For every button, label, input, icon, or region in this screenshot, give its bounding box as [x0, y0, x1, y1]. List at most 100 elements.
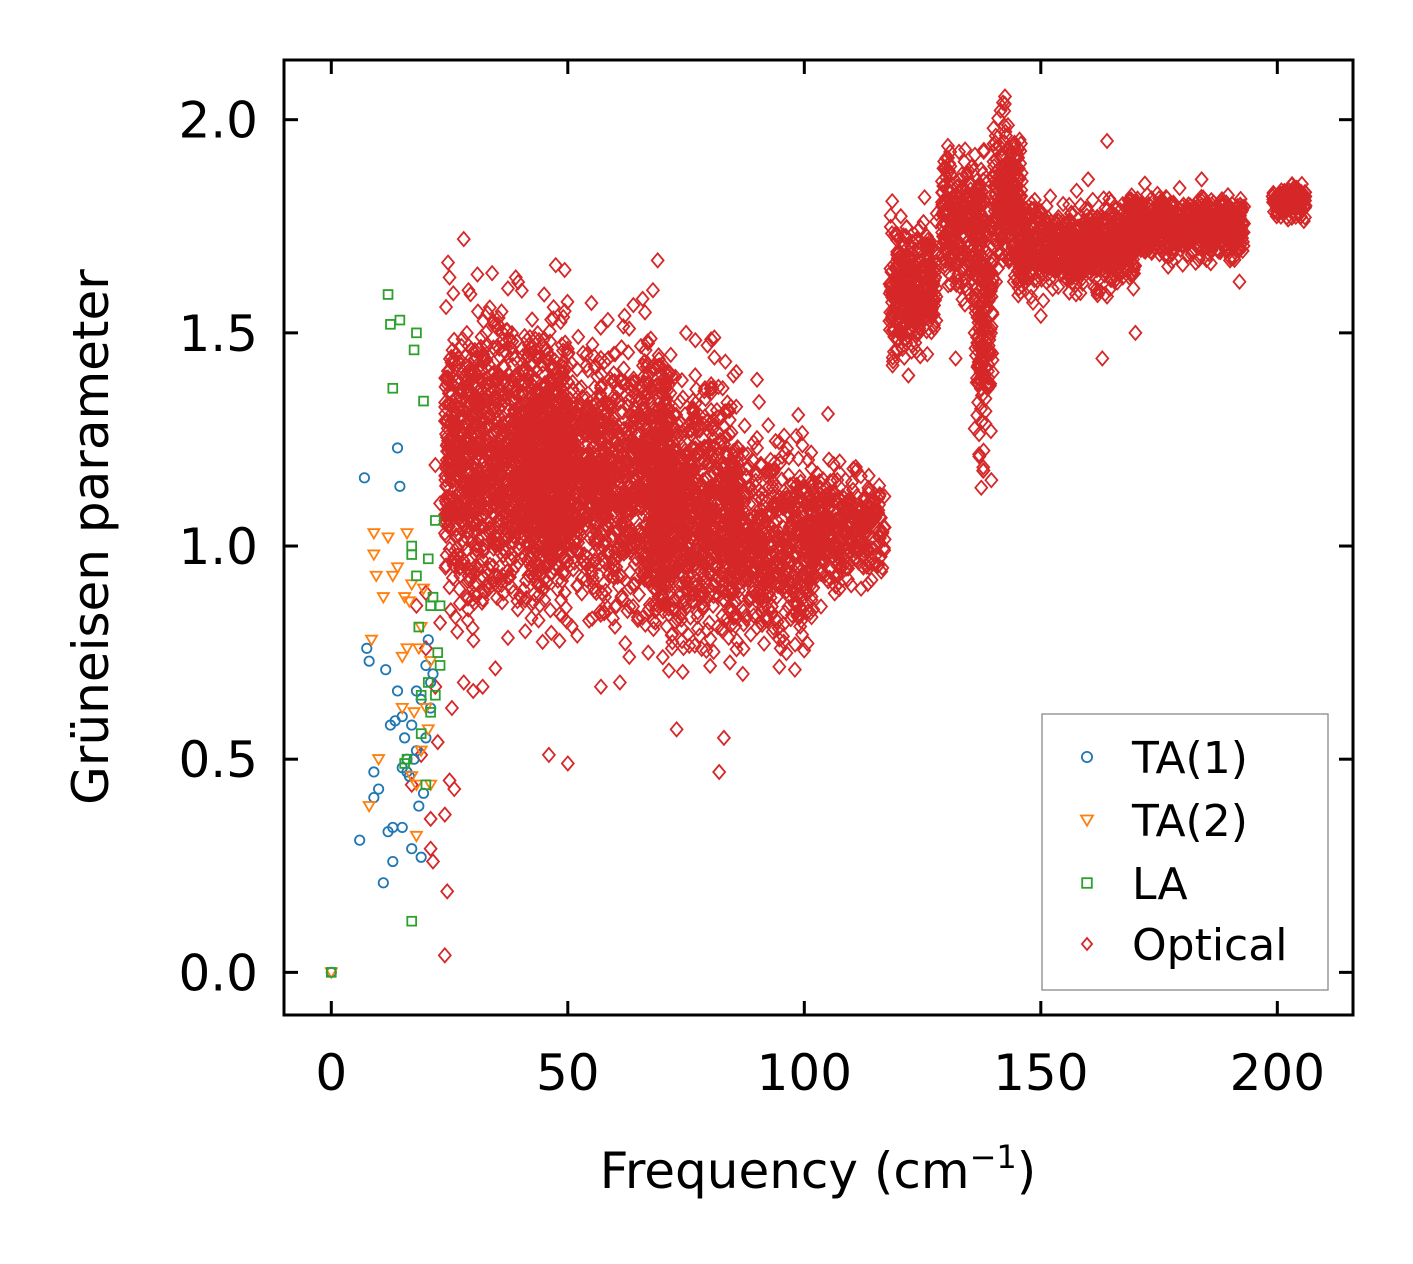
optical-point: [512, 587, 528, 605]
optical-point: [574, 378, 589, 396]
optical-point: [476, 478, 491, 496]
optical-point: [540, 391, 555, 409]
optical-point: [525, 381, 540, 399]
optical-point: [633, 562, 649, 580]
optical-point: [437, 524, 453, 542]
optical-point: [556, 531, 571, 549]
optical-point: [464, 484, 480, 502]
optical-point: [469, 537, 484, 554]
optical-point: [512, 514, 528, 532]
optical-point: [638, 471, 653, 488]
optical-point: [466, 585, 482, 603]
optical-point: [569, 360, 585, 378]
optical-point: [452, 452, 467, 470]
optical-point: [539, 573, 554, 591]
optical-point: [525, 567, 541, 585]
optical-point: [472, 519, 487, 537]
optical-point: [554, 572, 570, 590]
optical-point: [621, 343, 636, 361]
optical-point: [477, 392, 492, 410]
optical-point: [555, 439, 570, 457]
optical-point: [496, 585, 511, 602]
optical-point: [711, 424, 726, 441]
optical-point: [592, 450, 607, 468]
optical-point: [531, 611, 546, 629]
optical-point: [630, 608, 645, 626]
optical-point: [463, 285, 478, 303]
optical-point: [476, 423, 491, 441]
optical-point: [484, 365, 499, 383]
optical-point: [492, 399, 508, 417]
optical-point: [525, 436, 540, 454]
optical-point: [696, 565, 712, 582]
optical-point: [612, 468, 628, 486]
optical-point: [543, 494, 558, 512]
optical-point: [460, 572, 475, 590]
optical-point: [544, 462, 559, 480]
optical-point: [455, 408, 470, 426]
optical-point: [646, 446, 661, 464]
optical-point: [592, 409, 608, 427]
optical-point: [500, 629, 516, 647]
optical-point: [604, 560, 620, 577]
optical-point: [700, 337, 715, 354]
optical-point: [465, 418, 480, 436]
optical-point: [564, 617, 579, 635]
optical-point: [704, 331, 719, 348]
optical-point: [566, 514, 581, 532]
optical-point: [615, 403, 631, 421]
optical-point: [538, 556, 553, 574]
optical-point: [624, 375, 639, 393]
optical-point: [460, 541, 475, 558]
optical-point: [596, 507, 611, 525]
optical-point: [483, 457, 498, 475]
optical-point: [486, 540, 501, 558]
optical-point: [544, 624, 559, 642]
optical-point: [706, 643, 721, 661]
optical-point: [615, 421, 631, 439]
optical-point: [637, 303, 653, 321]
optical-point: [656, 370, 671, 388]
optical-point: [555, 502, 570, 520]
optical-point: [440, 368, 456, 386]
optical-point: [625, 598, 641, 615]
optical-point: [587, 551, 602, 569]
optical-point: [450, 439, 465, 457]
optical-point: [624, 479, 640, 497]
optical-point: [455, 492, 471, 510]
optical-point: [694, 640, 709, 658]
optical-point: [648, 450, 663, 468]
optical-point: [580, 361, 596, 379]
optical-point: [634, 401, 649, 419]
optical-point: [513, 507, 528, 525]
optical-point: [556, 410, 572, 428]
optical-point: [571, 328, 586, 346]
optical-series-layer: [404, 88, 1313, 964]
optical-point: [459, 379, 474, 397]
optical-point: [450, 434, 465, 452]
optical-point: [655, 648, 670, 666]
optical-point: [475, 591, 490, 608]
optical-point: [494, 576, 509, 594]
optical-point: [576, 505, 591, 523]
optical-point: [470, 366, 485, 384]
optical-point: [452, 580, 467, 598]
optical-point: [560, 340, 575, 358]
optical-point: [647, 455, 663, 473]
optical-point: [525, 558, 540, 576]
optical-point: [588, 472, 603, 490]
optical-point: [575, 344, 591, 362]
optical-point: [579, 357, 594, 375]
optical-point: [544, 311, 559, 329]
optical-point: [510, 600, 525, 618]
optical-point: [439, 477, 454, 494]
optical-point: [445, 393, 460, 411]
optical-point: [592, 502, 607, 520]
optical-point: [592, 485, 607, 502]
optical-point: [482, 356, 497, 374]
optical-point: [467, 341, 482, 359]
optical-point: [540, 428, 555, 446]
optical-point: [525, 520, 540, 537]
optical-point: [459, 324, 474, 342]
optical-point: [535, 633, 550, 651]
